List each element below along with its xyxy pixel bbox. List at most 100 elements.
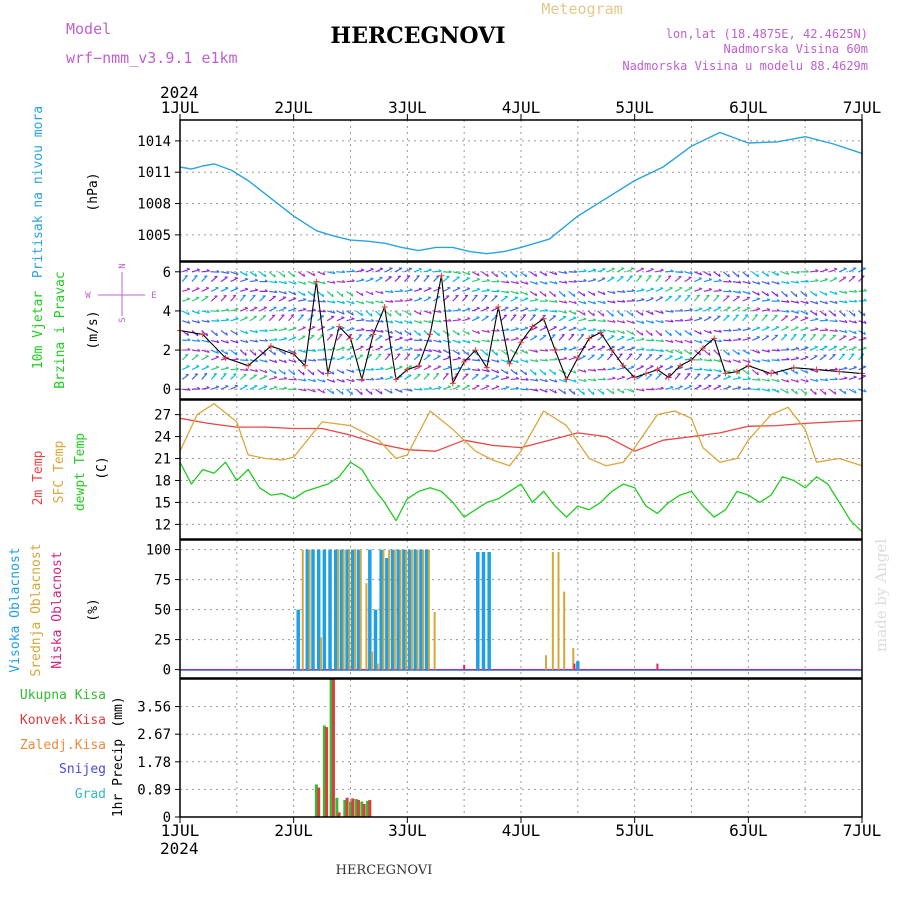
wind-arrow-head [300, 314, 304, 317]
wind-arrow [259, 306, 268, 312]
x-tick-label-top: 1JUL [161, 98, 200, 117]
wind-arrow-head [689, 340, 693, 344]
conv-precip-bar [368, 799, 372, 817]
wind-arrow-head [754, 314, 758, 317]
conv-precip-bar [356, 799, 360, 817]
wind-arrow [433, 320, 442, 323]
wind-arrow [742, 290, 751, 295]
wind-arrow [394, 388, 403, 393]
wind-arrow-head [361, 318, 365, 321]
wind-arrow [810, 328, 819, 332]
wind-arrow-head [342, 300, 345, 304]
wind-arrow [636, 268, 644, 273]
wind-arrow [384, 267, 393, 273]
wind-arrow [607, 377, 616, 381]
wind-arrow-head [273, 385, 278, 388]
wind-arrow [790, 369, 798, 375]
wind-arrow-head [805, 293, 808, 297]
wind-arrow-head [841, 353, 845, 356]
wind-arrow [520, 290, 528, 296]
wind-arrow-head [535, 307, 539, 311]
wind-arrow-head [197, 348, 201, 352]
wind-arrow [655, 269, 664, 273]
wind-arrow [220, 295, 227, 302]
wind-arrow-head [737, 351, 740, 356]
wind-arrow [278, 359, 287, 364]
wind-arrow-head [805, 316, 809, 319]
wind-arrow-head [274, 327, 278, 331]
wind-arrow [703, 279, 712, 283]
wind-arrow-head [524, 326, 529, 329]
wind-arrow-head [621, 345, 625, 348]
wind-arrow-head [764, 314, 768, 317]
wind-arrow [848, 300, 857, 303]
wind-arrow [568, 317, 577, 322]
wind-arrow-head [419, 347, 423, 351]
wind-arrow [809, 388, 817, 396]
wind-arrow [568, 333, 575, 341]
wind-arrow-head [718, 288, 722, 292]
wind-arrow [317, 334, 324, 341]
wind-arrow [433, 366, 442, 371]
wind-arrow [829, 320, 838, 323]
wind-arrow-head [776, 281, 780, 285]
wind-arrow [636, 338, 645, 341]
wind-arrow-head [670, 339, 674, 343]
wind-arrow [742, 369, 750, 376]
wind-arrow [771, 378, 780, 383]
wind-arrow [732, 338, 742, 341]
wind-arrow [732, 359, 741, 364]
wind-arrow-head [197, 320, 201, 324]
wind-arrow-head [583, 301, 587, 305]
wind-arrow [500, 359, 509, 364]
wind-arrow [404, 348, 413, 351]
wind-arrow-head [283, 376, 288, 380]
dewpt-series-line [179, 461, 863, 533]
wind-arrow [191, 310, 200, 315]
wind-arrow [790, 316, 799, 322]
wind-arrow-head [824, 277, 828, 281]
wind-arrow [587, 269, 596, 273]
wind-arrow [568, 369, 577, 374]
wind-arrow [249, 294, 256, 302]
wind-arrow [346, 290, 354, 297]
wind-arrow-head [525, 307, 529, 310]
wind-arrow-head [312, 371, 315, 376]
wind-arrow-head [544, 298, 549, 302]
wind-arrow-head [284, 291, 287, 295]
wind-arrow [800, 378, 809, 383]
wind-arrow [587, 354, 595, 361]
lonlat-label: lon,lat (18.4875E, 42.4625N) [666, 27, 868, 41]
wind-arrow [298, 349, 307, 354]
wind-arrow-head [583, 278, 587, 282]
wind-arrow-head [631, 365, 635, 368]
y-tick-label: 3.56 [137, 700, 171, 716]
wind-arrow-head [371, 328, 375, 332]
wind-arrow [848, 376, 857, 381]
wind-arrow [510, 387, 519, 390]
wind-arrow [732, 307, 741, 312]
wind-arrow [491, 359, 500, 363]
wind-arrow [752, 378, 761, 381]
wind-arrow-head [235, 307, 239, 310]
wind-arrow [288, 307, 297, 312]
wind-arrow [819, 269, 828, 273]
wind-arrow-head [341, 346, 345, 349]
wind-arrow [423, 320, 432, 324]
wind-arrow-head [515, 351, 519, 355]
wind-arrow-head [399, 289, 404, 292]
wind-arrow-head [766, 307, 771, 311]
wind-arrow [684, 330, 692, 336]
wind-arrow-head [312, 272, 316, 277]
wind-arrow-head [747, 291, 751, 295]
wind-arrow-head [264, 352, 267, 356]
wind-arrow-head [351, 279, 355, 282]
wind-arrow [201, 320, 210, 323]
wind-arrow [220, 330, 228, 336]
wind-arrow [317, 378, 326, 383]
wind-arrow-head [515, 371, 518, 375]
wind-arrow-head [380, 319, 384, 323]
wind-arrow [597, 329, 606, 332]
wind-arrow-head [805, 311, 809, 315]
wind-arrow [452, 357, 461, 361]
